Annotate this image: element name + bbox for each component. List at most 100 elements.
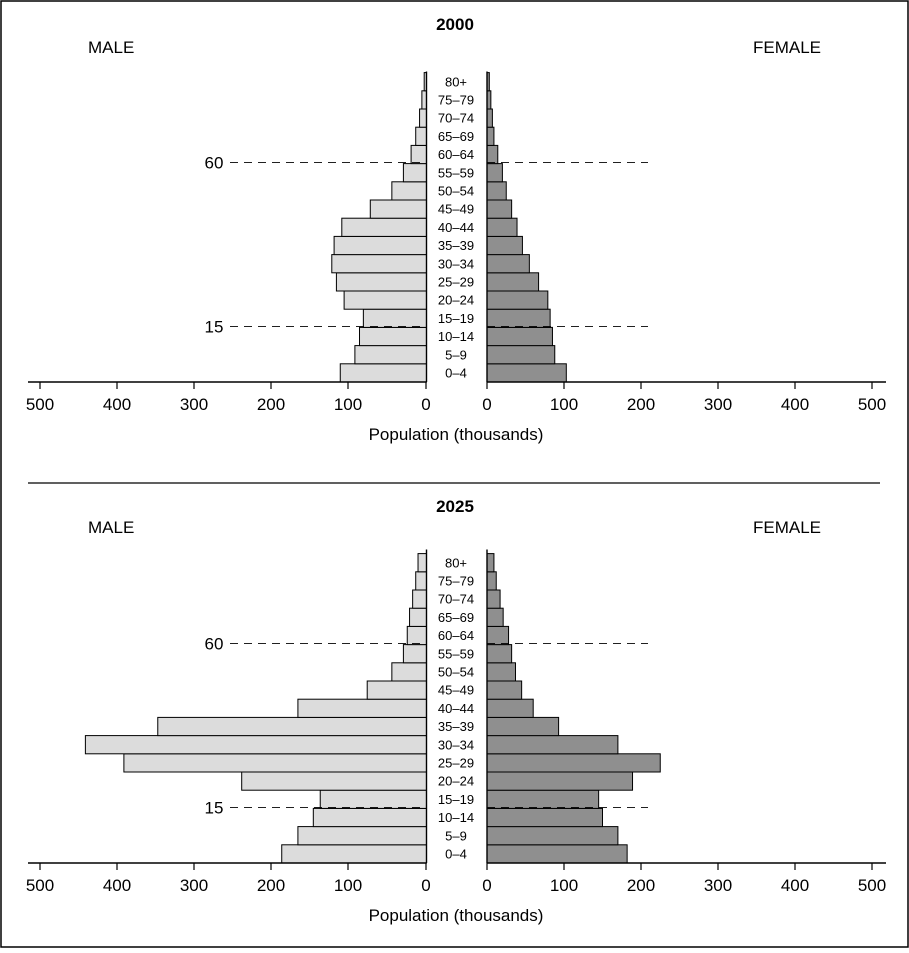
panel-2000-age-label-65–69: 65–69 xyxy=(438,129,474,144)
panel-2025-female-bar-35–39 xyxy=(486,716,560,737)
panel-2025-female-bar-40–44 xyxy=(486,698,534,718)
panel-2000-age-label-40–44: 40–44 xyxy=(438,220,474,235)
panel-2025-tick-label-7: 100 xyxy=(550,876,578,895)
panel-2025-age-label-45–49: 45–49 xyxy=(438,683,474,698)
panel-2025-ref-label-60: 60 xyxy=(205,635,224,654)
panel-2025-tick-label-4: 100 xyxy=(334,876,362,895)
panel-2025-male-bar-65–69 xyxy=(409,607,427,627)
panel-2025-female-bar-30–34 xyxy=(486,735,619,755)
panel-2025-female-bar-45–49 xyxy=(486,680,523,700)
panel-2025-age-label-75–79: 75–79 xyxy=(438,574,474,589)
panel-2025-female-bar-0–4 xyxy=(486,844,628,864)
panel-2000-age-label-5–9: 5–9 xyxy=(445,347,467,362)
panel-2000-male-bar-65–69 xyxy=(415,126,428,146)
panel-2000-female-bar-35–39 xyxy=(486,235,523,256)
panel-2000-female-bar-10–14 xyxy=(486,326,553,347)
panel-2000-female-bar-20–24 xyxy=(486,290,549,310)
panel-2000-female-bar-50–54 xyxy=(486,181,507,201)
panel-2025-male-bar-20–24 xyxy=(241,771,427,791)
panel-2000-male-bar-5–9 xyxy=(354,345,428,365)
panel-2025-male-bar-40–44 xyxy=(297,698,427,718)
panel-2025-female-bar-5–9 xyxy=(486,826,619,846)
panel-2000-female-bar-0–4 xyxy=(486,363,567,383)
panel-2000-tick-label-10: 400 xyxy=(781,395,809,414)
panel-2000-female-bar-70–74 xyxy=(486,108,493,128)
panel-2000-tick-label-1: 400 xyxy=(103,395,131,414)
panel-2025-title: 2025 xyxy=(436,497,474,516)
panel-2000-age-label-25–29: 25–29 xyxy=(438,275,474,290)
panel-2025-tick-label-10: 400 xyxy=(781,876,809,895)
panel-2025-male-bar-5–9 xyxy=(297,826,427,846)
panel-2000-male-bar-30–34 xyxy=(331,254,428,274)
panel-2000-age-label-10–14: 10–14 xyxy=(438,329,474,344)
panel-2000-female-bar-30–34 xyxy=(486,254,530,274)
panel-2000-male-bar-25–29 xyxy=(335,272,427,292)
panel-2000-male-bar-10–14 xyxy=(359,326,428,347)
panel-2025-age-label-60–64: 60–64 xyxy=(438,628,474,643)
panel-2000-title: 2000 xyxy=(436,15,474,34)
panel-2025-age-label-20–24: 20–24 xyxy=(438,774,474,789)
panel-2025-female-bar-60–64 xyxy=(486,625,510,646)
panel-2025-male-bar-75–79 xyxy=(415,571,428,591)
panel-2000-male-bar-50–54 xyxy=(391,181,428,201)
panel-2025-tick-label-8: 200 xyxy=(627,876,655,895)
panel-2025-age-label-50–54: 50–54 xyxy=(438,665,474,680)
panel-2025-female-bar-20–24 xyxy=(486,771,634,791)
panel-2000-tick-label-7: 100 xyxy=(550,395,578,414)
panel-2025-age-label-40–44: 40–44 xyxy=(438,701,474,716)
panel-2000-male-bar-45–49 xyxy=(369,199,428,219)
panel-2000-tick-label-11: 500 xyxy=(858,395,886,414)
panel-2000-female-bar-40–44 xyxy=(486,217,518,237)
panel-2000-male-bar-60–64 xyxy=(410,144,428,165)
panel-2000-tick-label-9: 300 xyxy=(704,395,732,414)
panel-2000-male-bar-0–4 xyxy=(339,363,428,383)
panel-2025-male-bar-10–14 xyxy=(312,807,427,828)
panel-2025-age-label-65–69: 65–69 xyxy=(438,610,474,625)
panel-2025-tick-label-9: 300 xyxy=(704,876,732,895)
panel-2000-ref-label-15: 15 xyxy=(205,317,224,336)
panel-2025-female-bar-70–74 xyxy=(486,589,501,609)
panel-2025-female-bar-15–19 xyxy=(486,789,600,809)
panel-2000-age-label-30–34: 30–34 xyxy=(438,256,474,271)
panel-2000-age-label-35–39: 35–39 xyxy=(438,238,474,253)
panel-2000-male-bar-40–44 xyxy=(341,217,427,237)
panel-2025-female-bar-50–54 xyxy=(486,662,516,682)
panel-2025-age-label-0–4: 0–4 xyxy=(445,847,467,862)
panel-2000-female-bar-15–19 xyxy=(486,308,551,328)
panel-2025-female-bar-75–79 xyxy=(486,571,497,591)
panel-2025-male-bar-70–74 xyxy=(412,589,428,609)
panel-2025-age-label-70–74: 70–74 xyxy=(438,592,474,607)
panel-2000-female-bar-65–69 xyxy=(486,126,495,146)
panel-2025-female-label: FEMALE xyxy=(753,518,821,537)
panel-2025-female-bar-55–59 xyxy=(486,644,513,664)
panel-2025-male-bar-55–59 xyxy=(402,644,427,664)
panel-2025-male-bar-50–54 xyxy=(391,662,428,682)
panel-2000-tick-label-6: 0 xyxy=(482,395,491,414)
panel-2025-xlabel: Population (thousands) xyxy=(369,906,544,925)
panel-2025-male-bar-0–4 xyxy=(281,844,427,864)
panel-2000-age-label-75–79: 75–79 xyxy=(438,93,474,108)
panel-2000-age-label-45–49: 45–49 xyxy=(438,202,474,217)
panel-2025-tick-label-11: 500 xyxy=(858,876,886,895)
panel-2000-male-bar-70–74 xyxy=(419,108,428,128)
panel-2000-male-bar-35–39 xyxy=(333,235,428,256)
panel-2025-tick-label-0: 500 xyxy=(26,876,54,895)
panel-2025-male-bar-25–29 xyxy=(123,753,427,773)
panel-2000-age-label-80+: 80+ xyxy=(445,74,467,89)
panel-2025-age-label-55–59: 55–59 xyxy=(438,646,474,661)
panel-2025-age-label-10–14: 10–14 xyxy=(438,810,474,825)
panel-2025-age-label-25–29: 25–29 xyxy=(438,756,474,771)
panel-2000-male-label: MALE xyxy=(88,38,134,57)
panel-2000-female-bar-25–29 xyxy=(486,272,540,292)
panel-2000-male-bar-15–19 xyxy=(362,308,427,328)
panel-2000-tick-label-3: 200 xyxy=(257,395,285,414)
panel-2025-age-label-35–39: 35–39 xyxy=(438,719,474,734)
panel-2025-tick-label-2: 300 xyxy=(180,876,208,895)
panel-2000-age-label-55–59: 55–59 xyxy=(438,165,474,180)
panel-2025-tick-label-3: 200 xyxy=(257,876,285,895)
panel-2000-age-label-70–74: 70–74 xyxy=(438,111,474,126)
panel-2000-male-bar-55–59 xyxy=(402,163,427,183)
